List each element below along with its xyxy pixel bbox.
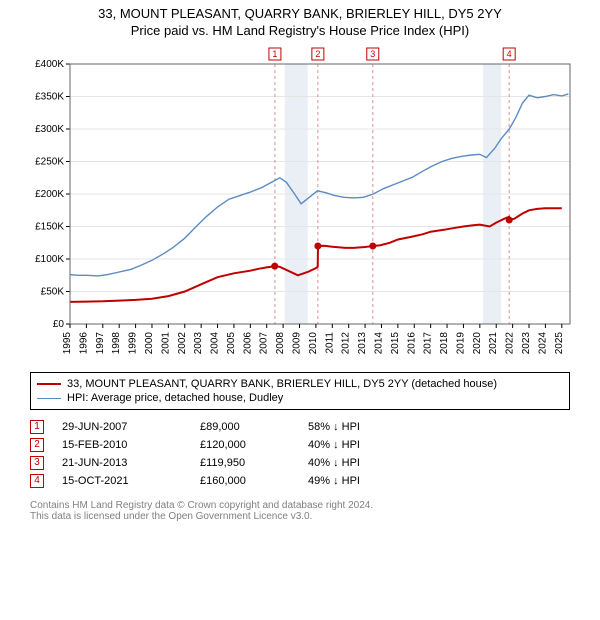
svg-text:£150K: £150K [35, 222, 64, 233]
svg-text:2009: 2009 [292, 332, 303, 355]
svg-text:£100K: £100K [35, 254, 64, 265]
svg-text:2003: 2003 [193, 332, 204, 355]
svg-text:2007: 2007 [259, 332, 270, 355]
svg-text:2002: 2002 [177, 332, 188, 355]
sale-price: £89,000 [200, 421, 290, 433]
svg-text:2008: 2008 [275, 332, 286, 355]
svg-text:£400K: £400K [35, 59, 64, 70]
svg-text:2019: 2019 [455, 332, 466, 355]
sale-diff: 49% ↓ HPI [308, 475, 418, 487]
footer-line-1: Contains HM Land Registry data © Crown c… [30, 500, 570, 511]
sale-date: 15-FEB-2010 [62, 439, 182, 451]
sale-diff: 40% ↓ HPI [308, 457, 418, 469]
price-chart: £0 £50K £100K £150K £200K £250K £300K £350K £400… [20, 44, 580, 364]
sale-diff: 58% ↓ HPI [308, 421, 418, 433]
chart-marker-label: 2 [315, 49, 320, 59]
sale-price: £120,000 [200, 439, 290, 451]
svg-text:2020: 2020 [472, 332, 483, 355]
sale-row: 4 15-OCT-2021 £160,000 49% ↓ HPI [30, 472, 570, 490]
sales-table: 1 29-JUN-2007 £89,000 58% ↓ HPI 2 15-FEB-2010… [30, 418, 570, 490]
legend-swatch [37, 398, 61, 399]
sale-dot [369, 243, 376, 250]
svg-text:1999: 1999 [128, 332, 139, 355]
svg-text:2001: 2001 [160, 332, 171, 355]
svg-text:2022: 2022 [505, 332, 516, 355]
svg-text:2011: 2011 [324, 332, 335, 354]
sale-date: 15-OCT-2021 [62, 475, 182, 487]
svg-text:2024: 2024 [537, 332, 548, 355]
svg-text:2006: 2006 [242, 332, 253, 355]
chart-marker-label: 4 [507, 49, 512, 59]
legend-label: 33, MOUNT PLEASANT, QUARRY BANK, BRIERLE… [67, 378, 497, 390]
svg-text:2017: 2017 [423, 332, 434, 355]
legend-label: HPI: Average price, detached house, Dudl… [67, 392, 283, 404]
svg-text:£250K: £250K [35, 157, 64, 168]
svg-text:1998: 1998 [111, 332, 122, 355]
svg-text:£200K: £200K [35, 189, 64, 200]
sale-marker-icon: 2 [30, 438, 44, 452]
sale-dot [271, 263, 278, 270]
svg-text:2015: 2015 [390, 332, 401, 355]
title-line-2: Price paid vs. HM Land Registry's House … [8, 23, 592, 38]
sale-row: 1 29-JUN-2007 £89,000 58% ↓ HPI [30, 418, 570, 436]
svg-text:2018: 2018 [439, 332, 450, 355]
svg-text:2025: 2025 [554, 332, 565, 355]
sale-marker-icon: 3 [30, 456, 44, 470]
legend-box: 33, MOUNT PLEASANT, QUARRY BANK, BRIERLE… [30, 372, 570, 410]
chart-svg: £0 £50K £100K £150K £200K £250K £300K £350K £400… [20, 44, 580, 364]
svg-text:2023: 2023 [521, 332, 532, 355]
footer-line-2: This data is licensed under the Open Gov… [30, 511, 570, 522]
chart-marker-label: 1 [272, 49, 277, 59]
sale-dot [314, 243, 321, 250]
sale-marker-icon: 4 [30, 474, 44, 488]
svg-text:1997: 1997 [95, 332, 106, 355]
sale-date: 29-JUN-2007 [62, 421, 182, 433]
legend-swatch [37, 383, 61, 385]
svg-text:2016: 2016 [406, 332, 417, 355]
svg-text:2010: 2010 [308, 332, 319, 355]
sale-diff: 40% ↓ HPI [308, 439, 418, 451]
svg-text:£350K: £350K [35, 92, 64, 103]
legend-item: HPI: Average price, detached house, Dudl… [37, 391, 563, 405]
sale-price: £160,000 [200, 475, 290, 487]
chart-marker-label: 3 [370, 49, 375, 59]
sale-date: 21-JUN-2013 [62, 457, 182, 469]
svg-text:2000: 2000 [144, 332, 155, 355]
svg-text:£0: £0 [53, 319, 65, 330]
svg-text:2013: 2013 [357, 332, 368, 355]
svg-text:2021: 2021 [488, 332, 499, 355]
sale-dot [506, 217, 513, 224]
svg-text:2014: 2014 [373, 332, 384, 355]
sale-row: 2 15-FEB-2010 £120,000 40% ↓ HPI [30, 436, 570, 454]
svg-text:1996: 1996 [78, 332, 89, 355]
svg-text:£50K: £50K [41, 287, 65, 298]
chart-title-block: 33, MOUNT PLEASANT, QUARRY BANK, BRIERLE… [0, 0, 600, 40]
sale-price: £119,950 [200, 457, 290, 469]
title-line-1: 33, MOUNT PLEASANT, QUARRY BANK, BRIERLE… [8, 6, 592, 21]
svg-text:1995: 1995 [62, 332, 73, 355]
svg-text:2005: 2005 [226, 332, 237, 355]
attribution-footer: Contains HM Land Registry data © Crown c… [30, 500, 570, 522]
sale-row: 3 21-JUN-2013 £119,950 40% ↓ HPI [30, 454, 570, 472]
sale-marker-icon: 1 [30, 420, 44, 434]
svg-text:2012: 2012 [341, 332, 352, 355]
legend-item: 33, MOUNT PLEASANT, QUARRY BANK, BRIERLE… [37, 377, 563, 391]
svg-text:2004: 2004 [210, 332, 221, 355]
svg-text:£300K: £300K [35, 124, 64, 135]
